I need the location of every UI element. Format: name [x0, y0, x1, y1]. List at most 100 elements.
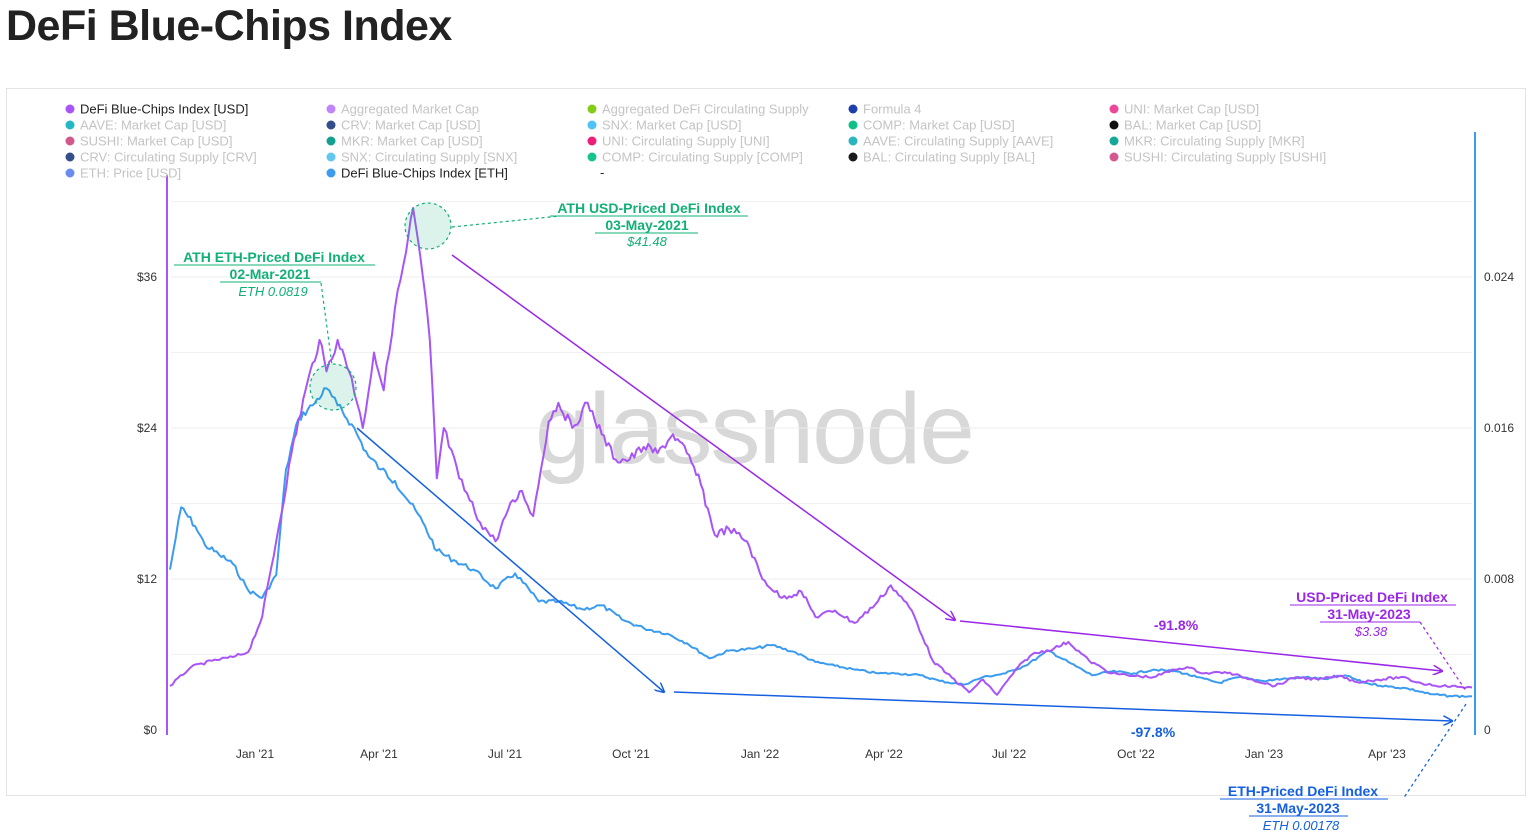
legend-dot-icon	[326, 168, 336, 178]
page-title: DeFi Blue-Chips Index	[6, 2, 452, 50]
legend-dot-icon	[65, 152, 75, 162]
legend-label: BAL: Market Cap [USD]	[1124, 118, 1261, 133]
x-tick-label: Apr '23	[1368, 747, 1406, 761]
legend-item[interactable]: SNX: Circulating Supply [SNX]	[326, 150, 518, 165]
legend-label: SUSHI: Market Cap [USD]	[80, 134, 232, 149]
eth-change-label: -97.8%	[1131, 724, 1176, 740]
legend-label: Aggregated DeFi Circulating Supply	[602, 102, 809, 117]
legend-item[interactable]: MKR: Market Cap [USD]	[326, 134, 483, 149]
legend-label: ETH: Price [USD]	[80, 166, 181, 181]
legend-item[interactable]: ETH: Price [USD]	[65, 166, 182, 181]
legend-label: Formula 4	[863, 102, 922, 117]
y-left-tick-label: $24	[137, 421, 157, 435]
legend-label: DeFi Blue-Chips Index [ETH]	[341, 166, 508, 181]
legend-item[interactable]: COMP: Circulating Supply [COMP]	[587, 150, 803, 165]
ath-eth-date: 02-Mar-2021	[230, 266, 311, 282]
legend-label: Aggregated Market Cap	[341, 102, 479, 117]
x-tick-label: Jan '21	[236, 747, 275, 761]
legend-dot-icon	[848, 104, 858, 114]
legend-dot-icon	[65, 136, 75, 146]
series-layer	[169, 207, 1473, 699]
legend-item[interactable]: SUSHI: Market Cap [USD]	[65, 134, 233, 149]
legend-item[interactable]: COMP: Market Cap [USD]	[848, 118, 1015, 133]
legend-label: DeFi Blue-Chips Index [USD]	[80, 102, 248, 117]
y-right-tick-label: 0.008	[1484, 572, 1514, 586]
ath-usd-date: 03-May-2021	[605, 217, 688, 233]
legend-label: UNI: Market Cap [USD]	[1124, 102, 1259, 117]
eth-end-date: 31-May-2023	[1256, 800, 1339, 816]
legend-dot-icon	[65, 120, 75, 130]
legend-label: COMP: Circulating Supply [COMP]	[602, 150, 803, 165]
usd-end-title: USD-Priced DeFi Index	[1296, 589, 1448, 605]
legend-dot-icon	[587, 104, 597, 114]
ath-eth-value: ETH 0.0819	[238, 284, 307, 299]
y-left-tick-label: $0	[144, 723, 158, 737]
x-labels: Jan '21 Apr '21 Jul '21 Oct '21 Jan '22 Apr '…	[236, 747, 1406, 761]
legend-dot-icon	[326, 152, 336, 162]
y-right-labels: 0 0.008 0.016 0.024	[1484, 270, 1514, 737]
ath-eth-leader	[320, 282, 333, 366]
x-tick-label: Jan '22	[741, 747, 780, 761]
legend-label: MKR: Circulating Supply [MKR]	[1124, 134, 1305, 149]
legend-dot-icon	[848, 120, 858, 130]
ath-usd-title: ATH USD-Priced DeFi Index	[557, 200, 741, 216]
legend-item[interactable]: MKR: Circulating Supply [MKR]	[1109, 134, 1305, 149]
legend-label: CRV: Market Cap [USD]	[341, 118, 480, 133]
legend-label: CRV: Circulating Supply [CRV]	[80, 150, 257, 165]
legend-item[interactable]: CRV: Market Cap [USD]	[326, 118, 481, 133]
legend-item[interactable]: Aggregated DeFi Circulating Supply	[587, 102, 810, 117]
legend-label: SNX: Market Cap [USD]	[602, 118, 741, 133]
legend-dot-icon	[848, 136, 858, 146]
legend-dot-icon	[65, 104, 75, 114]
legend-dot-icon	[326, 120, 336, 130]
eth-trend-arrow-2	[673, 691, 1452, 721]
usd-change-label: -91.8%	[1154, 617, 1199, 633]
legend-dot-icon	[587, 152, 597, 162]
ath-usd-circle	[404, 202, 452, 250]
legend-item[interactable]: AAVE: Market Cap [USD]	[65, 118, 227, 133]
legend-item[interactable]: DeFi Blue-Chips Index [USD]	[65, 102, 249, 117]
ath-eth-circle	[309, 363, 357, 411]
usd-end-date: 31-May-2023	[1327, 606, 1410, 622]
legend-item[interactable]: SNX: Market Cap [USD]	[587, 118, 742, 133]
legend-item[interactable]: Aggregated Market Cap	[326, 102, 480, 117]
chart-frame	[6, 88, 1526, 796]
usd-trend-arrow-2	[959, 620, 1442, 671]
eth-end-leader	[1402, 703, 1467, 800]
legend-item[interactable]: BAL: Circulating Supply [BAL]	[848, 150, 1035, 165]
eth-trend-arrow-1	[356, 427, 664, 692]
legend-label: SUSHI: Circulating Supply [SUSHI]	[1124, 150, 1326, 165]
legend-dot-icon	[1109, 120, 1119, 130]
legend-dot-icon	[1109, 152, 1119, 162]
grid	[171, 201, 1472, 655]
legend-label: UNI: Circulating Supply [UNI]	[602, 134, 770, 149]
legend-item[interactable]: SUSHI: Circulating Supply [SUSHI]	[1109, 150, 1327, 165]
legend-item[interactable]: CRV: Circulating Supply [CRV]	[65, 150, 257, 165]
legend-item[interactable]: AAVE: Circulating Supply [AAVE]	[848, 134, 1054, 149]
x-tick-label: Jul '21	[488, 747, 523, 761]
legend-item[interactable]: Formula 4	[848, 102, 922, 117]
legend-label: COMP: Market Cap [USD]	[863, 118, 1015, 133]
y-left-tick-label: $12	[137, 572, 157, 586]
y-right-tick-label: 0.024	[1484, 270, 1514, 284]
legend: DeFi Blue-Chips Index [USD] Aggregated Ma…	[65, 102, 1327, 181]
legend-dot-icon	[587, 120, 597, 130]
legend-dot-icon	[326, 104, 336, 114]
legend-dot-icon	[848, 152, 858, 162]
legend-item[interactable]: BAL: Market Cap [USD]	[1109, 118, 1262, 133]
usd-end-value: $3.38	[1354, 624, 1388, 639]
ath-usd-leader	[451, 215, 561, 228]
legend-item[interactable]: UNI: Circulating Supply [UNI]	[587, 134, 770, 149]
legend-item[interactable]: UNI: Market Cap [USD]	[1109, 102, 1260, 117]
legend-label: BAL: Circulating Supply [BAL]	[863, 150, 1035, 165]
ath-usd-value: $41.48	[626, 234, 668, 249]
legend-label: AAVE: Circulating Supply [AAVE]	[863, 134, 1053, 149]
legend-label: AAVE: Market Cap [USD]	[80, 118, 226, 133]
x-tick-label: Jan '23	[1245, 747, 1284, 761]
usd-end-leader	[1419, 621, 1467, 692]
legend-item[interactable]: DeFi Blue-Chips Index [ETH]	[326, 166, 508, 181]
legend-dot-icon	[587, 136, 597, 146]
eth-end-value: ETH 0.00178	[1263, 818, 1340, 833]
x-tick-label: Apr '21	[360, 747, 398, 761]
legend-dot-icon	[1109, 104, 1119, 114]
